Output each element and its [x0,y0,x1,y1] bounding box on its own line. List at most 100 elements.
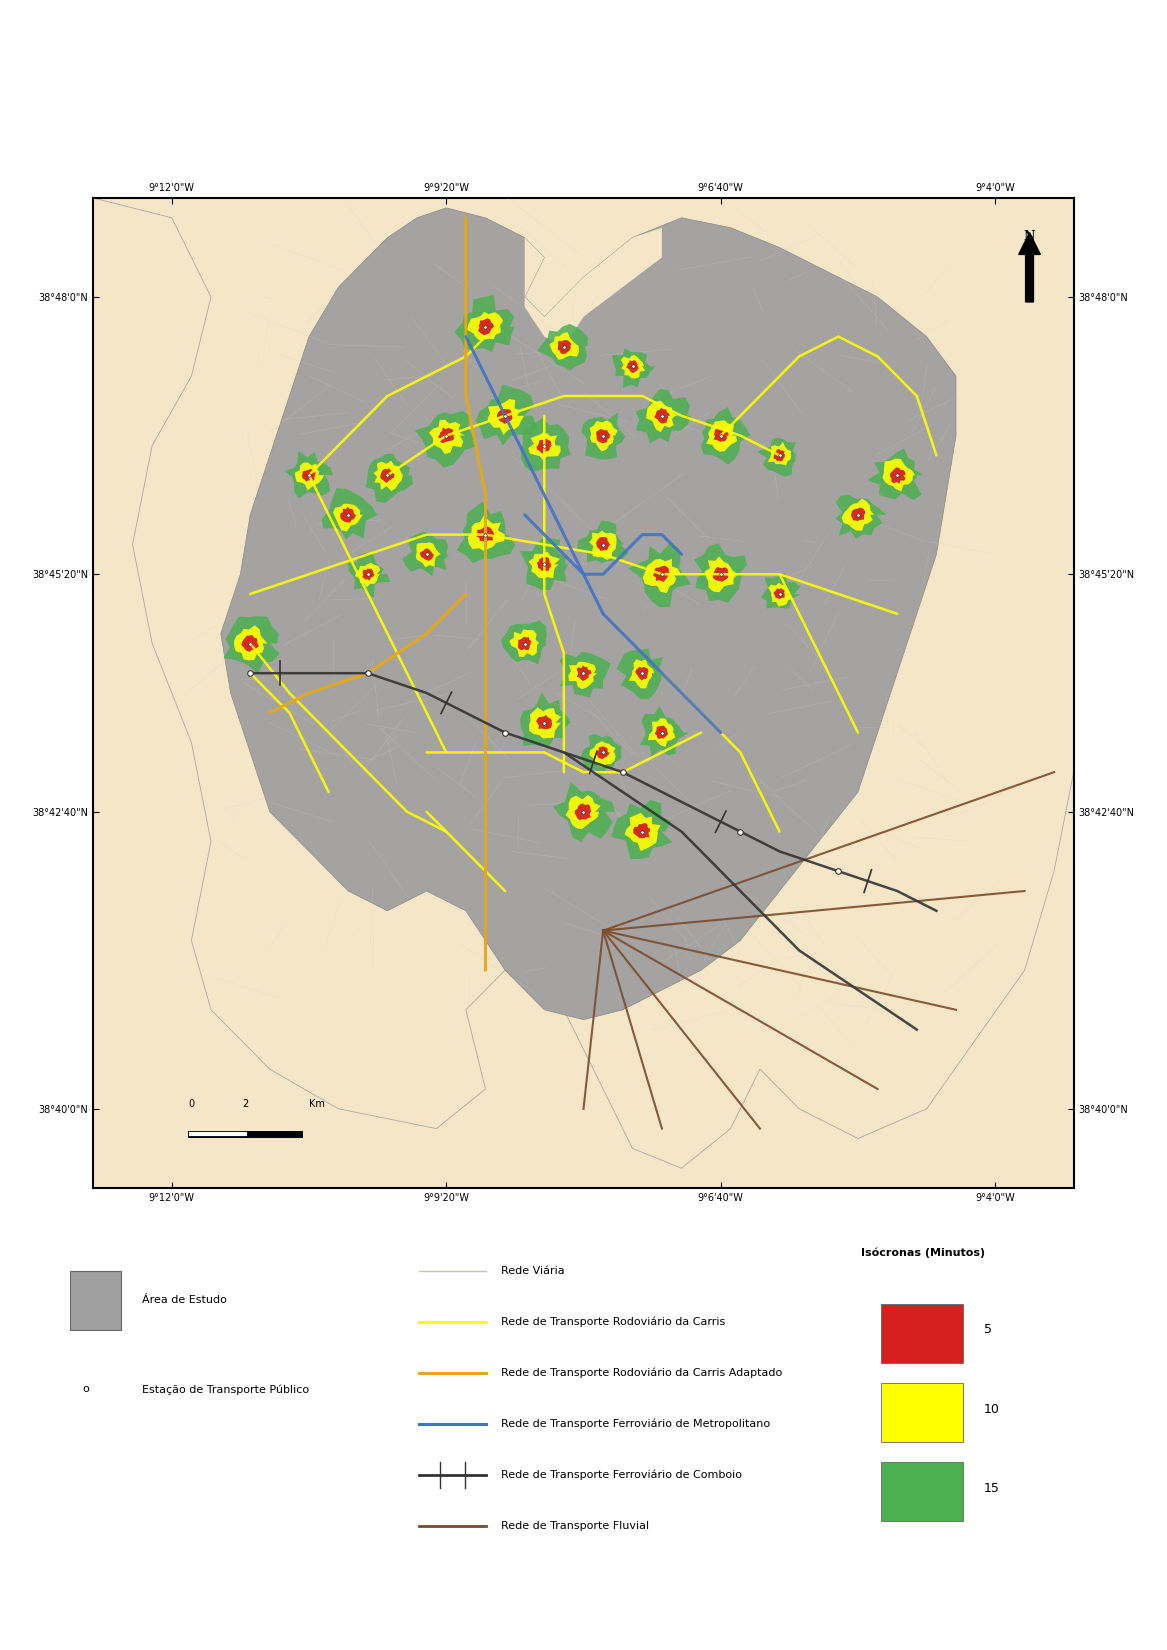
Polygon shape [529,708,561,739]
Polygon shape [502,620,547,665]
Polygon shape [629,543,691,607]
Polygon shape [713,429,728,442]
Polygon shape [635,389,691,444]
Polygon shape [643,559,680,592]
Polygon shape [438,427,455,444]
Polygon shape [221,208,956,1020]
Polygon shape [380,469,396,483]
Polygon shape [774,587,784,599]
Polygon shape [626,360,638,373]
Polygon shape [851,508,866,521]
Polygon shape [529,432,561,460]
Polygon shape [454,295,515,351]
Polygon shape [768,442,791,465]
Polygon shape [235,625,267,660]
Bar [70,1270,121,1330]
Polygon shape [890,467,906,483]
Polygon shape [537,323,588,370]
Polygon shape [529,551,560,579]
Bar [881,1383,964,1442]
Polygon shape [774,449,785,462]
Text: Área de Estudo: Área de Estudo [142,1295,226,1305]
Polygon shape [295,462,324,490]
Polygon shape [635,667,649,680]
Polygon shape [596,429,610,444]
Polygon shape [525,228,662,346]
Polygon shape [403,531,449,576]
Polygon shape [761,573,801,609]
Text: Rede de Transporte Rodoviário da Carris Adaptado: Rede de Transporte Rodoviário da Carris … [502,1368,783,1378]
Polygon shape [596,746,610,759]
Polygon shape [882,459,915,492]
Bar [881,1462,964,1521]
Polygon shape [302,469,316,482]
Polygon shape [285,450,333,498]
Polygon shape [574,804,592,820]
Polygon shape [518,637,532,650]
Bar [881,1304,964,1363]
Polygon shape [589,531,616,559]
Polygon shape [836,495,887,540]
Polygon shape [634,823,650,838]
Polygon shape [355,563,380,587]
Polygon shape [340,507,356,523]
Polygon shape [365,454,413,503]
Text: 15: 15 [984,1482,1000,1495]
Polygon shape [322,488,378,540]
Polygon shape [867,449,923,500]
Polygon shape [519,538,568,591]
Polygon shape [467,312,503,340]
Polygon shape [520,417,571,472]
Polygon shape [655,726,668,739]
Polygon shape [550,332,579,360]
Polygon shape [629,660,654,688]
Polygon shape [613,348,656,388]
Polygon shape [578,521,629,563]
Polygon shape [429,419,464,454]
Polygon shape [841,498,874,531]
Polygon shape [476,526,495,541]
Polygon shape [476,384,537,446]
Polygon shape [362,569,375,581]
Polygon shape [553,782,615,842]
Polygon shape [581,412,626,460]
Polygon shape [333,503,363,531]
Polygon shape [497,409,512,424]
Polygon shape [648,718,676,747]
Text: Estação de Transporte Público: Estação de Transporte Público [142,1384,309,1394]
Text: Rede Viária: Rede Viária [502,1266,565,1275]
Polygon shape [621,355,645,378]
Polygon shape [224,615,280,673]
Polygon shape [536,714,552,729]
Text: o: o [82,1384,89,1394]
Polygon shape [373,460,403,492]
Polygon shape [701,408,752,465]
Polygon shape [559,652,610,698]
Text: 10: 10 [984,1402,1000,1416]
Text: Rede de Transporte Rodoviário da Carris: Rede de Transporte Rodoviário da Carris [502,1317,726,1327]
Polygon shape [654,408,670,424]
Text: Rede de Transporte Ferroviário de Metropolitano: Rede de Transporte Ferroviário de Metrop… [502,1419,770,1429]
Polygon shape [478,318,494,335]
Polygon shape [589,741,616,767]
Text: 2: 2 [243,1099,249,1109]
Polygon shape [713,568,728,582]
Polygon shape [647,401,678,432]
Polygon shape [706,421,738,452]
Polygon shape [768,582,792,607]
Polygon shape [568,662,598,690]
Polygon shape [242,635,259,652]
Text: N: N [1023,229,1035,243]
Polygon shape [581,734,621,776]
Polygon shape [414,411,477,467]
Polygon shape [624,813,661,851]
Polygon shape [420,548,434,561]
Text: Isócronas (Minutos): Isócronas (Minutos) [861,1247,985,1257]
Polygon shape [566,795,601,828]
Polygon shape [757,437,797,477]
Polygon shape [616,648,663,700]
Polygon shape [509,629,539,657]
Polygon shape [520,691,571,746]
Polygon shape [558,340,572,353]
Text: 5: 5 [984,1323,992,1337]
